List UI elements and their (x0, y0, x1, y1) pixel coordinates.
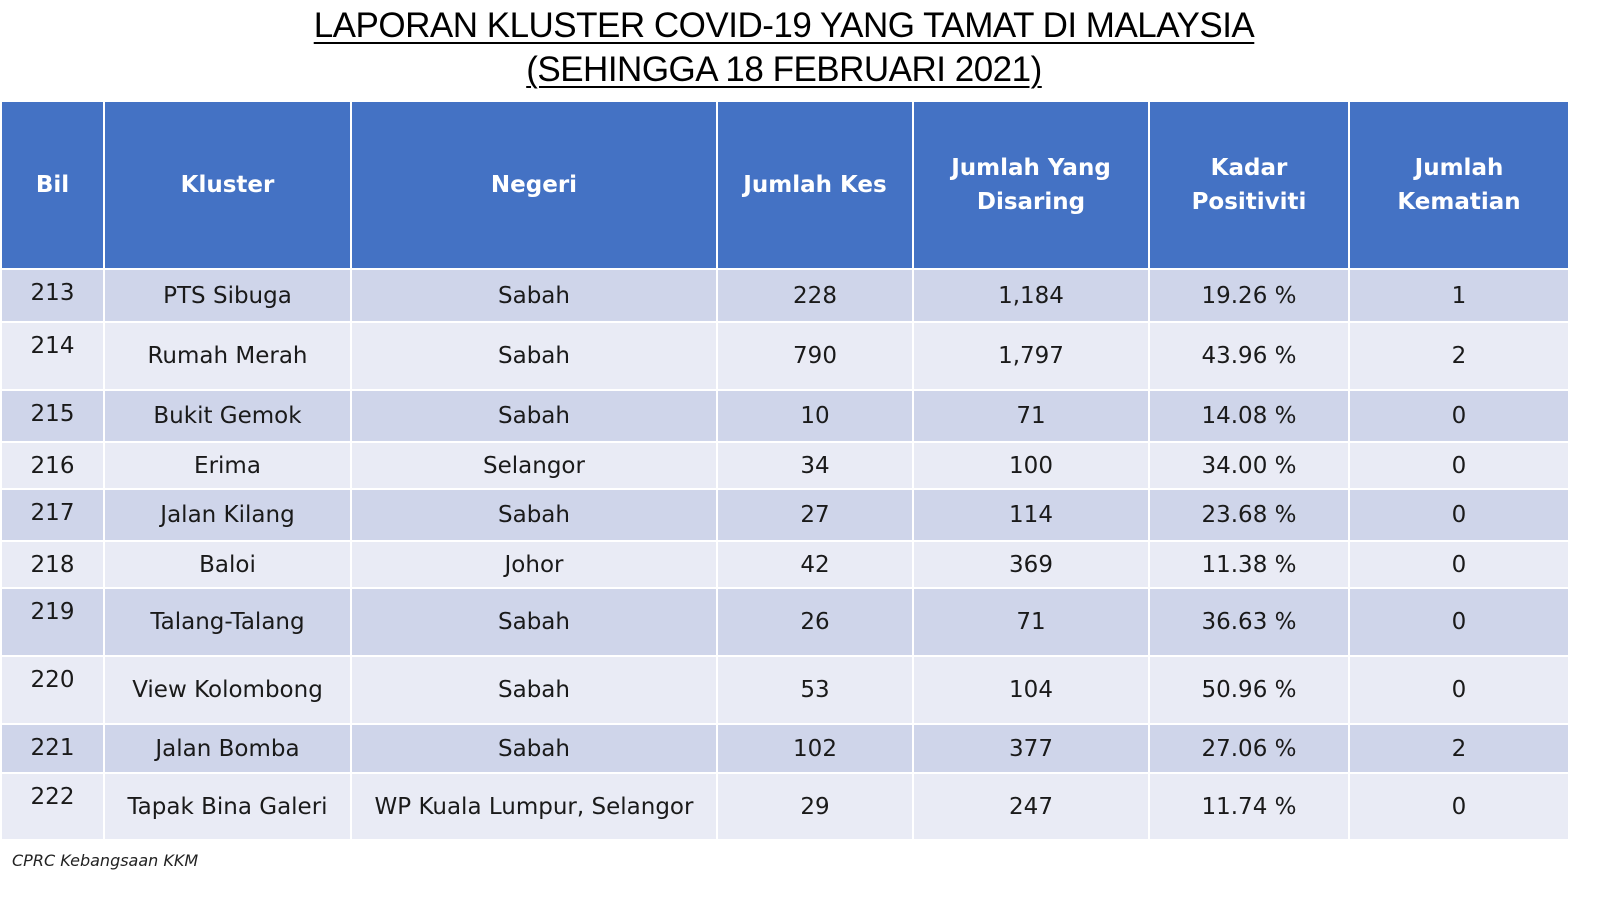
header-jumlah-kes: Jumlah Kes (716, 100, 914, 270)
header-jumlah-disaring: Jumlah Yang Disaring (912, 100, 1150, 270)
cell-jumlah-kematian: 1 (1348, 268, 1570, 323)
cell-jumlah-kematian: 0 (1348, 772, 1570, 841)
cell-jumlah-kematian: 0 (1348, 488, 1570, 542)
table-row: 213 PTS Sibuga Sabah 228 1,184 19.26 % 1 (0, 268, 1570, 323)
title-line-2-text: (SEHINGGA 18 FEBRUARI 2021) (526, 50, 1042, 89)
cell-jumlah-disaring: 71 (912, 389, 1150, 443)
cell-kadar-positiviti: 36.63 % (1148, 587, 1350, 657)
cell-kluster: Bukit Gemok (103, 389, 352, 443)
header-jumlah-kematian: Jumlah Kematian (1348, 100, 1570, 270)
cell-jumlah-disaring: 1,797 (912, 321, 1150, 391)
cell-kadar-positiviti: 11.38 % (1148, 540, 1350, 589)
cell-bil: 217 (0, 488, 105, 542)
cell-kadar-positiviti: 34.00 % (1148, 441, 1350, 490)
cell-negeri: WP Kuala Lumpur, Selangor (350, 772, 718, 841)
cell-bil: 220 (0, 655, 105, 725)
table-row: 222 Tapak Bina Galeri WP Kuala Lumpur, Sel… (0, 772, 1570, 841)
cell-kluster: Jalan Bomba (103, 723, 352, 774)
cell-kadar-positiviti: 23.68 % (1148, 488, 1350, 542)
cell-negeri: Sabah (350, 655, 718, 725)
header-kadar-positiviti: Kadar Positiviti (1148, 100, 1350, 270)
cell-kluster: Jalan Kilang (103, 488, 352, 542)
report-title: LAPORAN KLUSTER COVID-19 YANG TAMAT DI M… (0, 4, 1568, 92)
header-bil: Bil (0, 100, 105, 270)
cell-negeri: Sabah (350, 321, 718, 391)
cell-kadar-positiviti: 43.96 % (1148, 321, 1350, 391)
table-row: 221 Jalan Bomba Sabah 102 377 27.06 % 2 (0, 723, 1570, 774)
title-line-1: LAPORAN KLUSTER COVID-19 YANG TAMAT DI M… (0, 4, 1568, 48)
cell-jumlah-kes: 27 (716, 488, 914, 542)
cell-jumlah-disaring: 377 (912, 723, 1150, 774)
header-negeri: Negeri (350, 100, 718, 270)
cell-bil: 222 (0, 772, 105, 841)
cell-negeri: Selangor (350, 441, 718, 490)
cell-negeri: Sabah (350, 587, 718, 657)
table-row: 216 Erima Selangor 34 100 34.00 % 0 (0, 441, 1570, 490)
cell-kluster: PTS Sibuga (103, 268, 352, 323)
cell-jumlah-kes: 102 (716, 723, 914, 774)
table-row: 218 Baloi Johor 42 369 11.38 % 0 (0, 540, 1570, 589)
cell-bil: 215 (0, 389, 105, 443)
cell-jumlah-disaring: 114 (912, 488, 1150, 542)
title-line-1-text: LAPORAN KLUSTER COVID-19 YANG TAMAT DI M… (313, 6, 1255, 45)
cell-jumlah-kematian: 0 (1348, 540, 1570, 589)
source-note: CPRC Kebangsaan KKM (12, 851, 199, 870)
cell-jumlah-kematian: 0 (1348, 389, 1570, 443)
cell-bil: 221 (0, 723, 105, 774)
table-row: 215 Bukit Gemok Sabah 10 71 14.08 % 0 (0, 389, 1570, 443)
cell-jumlah-disaring: 369 (912, 540, 1150, 589)
header-kluster: Kluster (103, 100, 352, 270)
cell-jumlah-disaring: 104 (912, 655, 1150, 725)
cell-kluster: Baloi (103, 540, 352, 589)
table-row: 220 View Kolombong Sabah 53 104 50.96 % 0 (0, 655, 1570, 725)
cell-kluster: Tapak Bina Galeri (103, 772, 352, 841)
cell-negeri: Sabah (350, 488, 718, 542)
cell-kluster: Talang-Talang (103, 587, 352, 657)
cell-jumlah-disaring: 71 (912, 587, 1150, 657)
cell-kadar-positiviti: 50.96 % (1148, 655, 1350, 725)
cell-jumlah-kes: 29 (716, 772, 914, 841)
cell-jumlah-kes: 34 (716, 441, 914, 490)
cell-negeri: Johor (350, 540, 718, 589)
cell-jumlah-kes: 10 (716, 389, 914, 443)
cell-jumlah-disaring: 100 (912, 441, 1150, 490)
cell-negeri: Sabah (350, 268, 718, 323)
cell-bil: 216 (0, 441, 105, 490)
cell-kadar-positiviti: 19.26 % (1148, 268, 1350, 323)
cell-bil: 214 (0, 321, 105, 391)
cell-kluster: Erima (103, 441, 352, 490)
cell-kadar-positiviti: 11.74 % (1148, 772, 1350, 841)
cell-jumlah-kes: 228 (716, 268, 914, 323)
cell-kluster: Rumah Merah (103, 321, 352, 391)
cell-jumlah-kematian: 0 (1348, 441, 1570, 490)
title-line-2: (SEHINGGA 18 FEBRUARI 2021) (0, 48, 1568, 92)
cell-kadar-positiviti: 27.06 % (1148, 723, 1350, 774)
cell-jumlah-kes: 53 (716, 655, 914, 725)
cell-negeri: Sabah (350, 723, 718, 774)
cell-jumlah-kes: 790 (716, 321, 914, 391)
table-header-row: Bil Kluster Negeri Jumlah Kes Jumlah Yan… (0, 100, 1570, 270)
cell-bil: 218 (0, 540, 105, 589)
table-row: 219 Talang-Talang Sabah 26 71 36.63 % 0 (0, 587, 1570, 657)
cell-negeri: Sabah (350, 389, 718, 443)
cell-kadar-positiviti: 14.08 % (1148, 389, 1350, 443)
cell-bil: 219 (0, 587, 105, 657)
table-row: 217 Jalan Kilang Sabah 27 114 23.68 % 0 (0, 488, 1570, 542)
cell-jumlah-kematian: 2 (1348, 723, 1570, 774)
cell-bil: 213 (0, 268, 105, 323)
cell-jumlah-kes: 42 (716, 540, 914, 589)
table-body: 213 PTS Sibuga Sabah 228 1,184 19.26 % 1 214 Rum… (0, 268, 1570, 841)
cell-jumlah-disaring: 1,184 (912, 268, 1150, 323)
cell-jumlah-kematian: 0 (1348, 587, 1570, 657)
cell-jumlah-kematian: 2 (1348, 321, 1570, 391)
cell-jumlah-kes: 26 (716, 587, 914, 657)
table-row: 214 Rumah Merah Sabah 790 1,797 43.96 % 2 (0, 321, 1570, 391)
cell-jumlah-kematian: 0 (1348, 655, 1570, 725)
cell-kluster: View Kolombong (103, 655, 352, 725)
cluster-table: Bil Kluster Negeri Jumlah Kes Jumlah Yan… (0, 100, 1570, 841)
cell-jumlah-disaring: 247 (912, 772, 1150, 841)
